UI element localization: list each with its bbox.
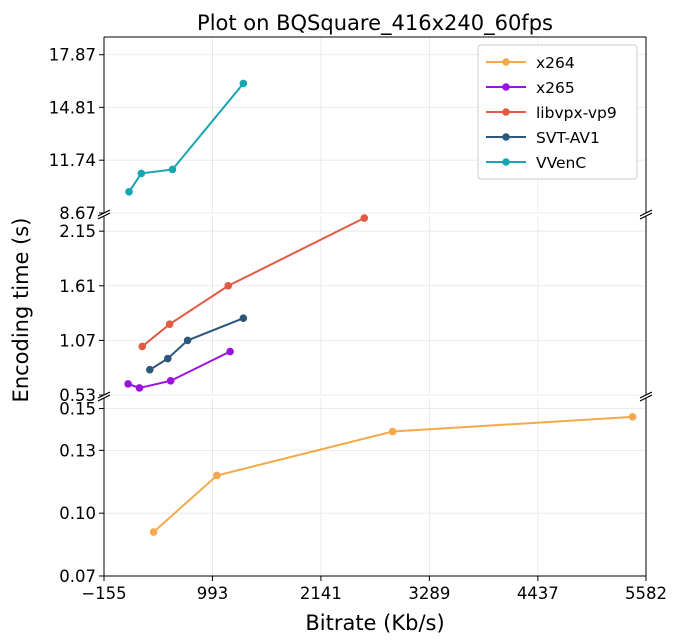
panel-top: 8.67 11.74 14.81 17.87	[49, 36, 647, 223]
y-tick-label: 0.15	[59, 399, 96, 418]
data-point	[226, 347, 234, 356]
grid-middle	[103, 216, 647, 396]
series-line	[127, 350, 231, 389]
data-point	[124, 380, 132, 388]
series-line	[128, 82, 245, 193]
y-tick-label: 1.07	[59, 331, 96, 350]
legend-swatch-marker	[502, 133, 510, 141]
y-tick-label: 11.74	[49, 151, 96, 170]
legend-entry: SVT-AV1	[486, 129, 600, 147]
y-tick-label: 14.81	[49, 98, 96, 117]
legend-entry: x265	[486, 79, 575, 97]
break-mark	[97, 394, 111, 402]
legend-label: VVenC	[536, 154, 586, 172]
legend-label: SVT-AV1	[536, 129, 600, 147]
break-mark	[639, 209, 653, 217]
x-tick-label: 2141	[300, 584, 342, 603]
break-mark	[639, 212, 653, 220]
legend-swatch-marker	[502, 108, 510, 116]
data-point	[213, 471, 221, 480]
y-tick-label: 2.15	[59, 222, 96, 241]
legend-swatch-marker	[502, 58, 510, 66]
x-tick-label: 993	[197, 584, 229, 603]
legend: x264 x265 libvpx-vp9 SVT-AV1 VVenC	[477, 44, 638, 180]
data-point	[135, 384, 144, 392]
break-mark	[639, 394, 653, 402]
legend-swatch-marker	[502, 158, 510, 166]
legend-label: libvpx-vp9	[536, 104, 617, 122]
y-tick-label: 1.61	[59, 277, 96, 296]
y-axis-label: Encoding time (s)	[9, 218, 33, 403]
y-tick-label: 0.07	[59, 567, 96, 586]
break-mark	[639, 391, 653, 399]
series-x265	[124, 347, 234, 392]
x-axis: −155 993 2141 3289 4437 5582	[81, 576, 667, 603]
y-tick-label: 8.67	[59, 204, 96, 223]
data-point	[125, 188, 133, 196]
y-tick-label: 0.13	[59, 441, 96, 460]
data-point	[360, 214, 369, 222]
data-point	[137, 169, 146, 178]
legend-frame	[477, 44, 638, 180]
y-tick-label: 0.10	[59, 504, 96, 523]
data-point	[149, 528, 158, 536]
legend-swatch-marker	[502, 83, 510, 91]
x-tick-label: 3289	[408, 584, 450, 603]
data-point	[163, 354, 172, 363]
x-tick-label: −155	[81, 584, 126, 603]
data-point	[165, 320, 174, 329]
plot-panels: 8.6711.7414.8117.870.531.071.612.150.070…	[49, 36, 647, 586]
legend-entry: x264	[486, 54, 575, 72]
grid-bottom	[103, 398, 647, 577]
data-point	[146, 365, 154, 374]
x-tick-label: 4437	[517, 584, 559, 603]
legend-entry: VVenC	[486, 154, 586, 172]
data-point	[168, 165, 177, 174]
legend-label: x264	[536, 54, 575, 72]
axis-break-marks	[97, 209, 653, 402]
series-line	[149, 317, 244, 371]
break-mark	[97, 209, 111, 217]
data-point	[138, 342, 147, 351]
series-vvenc	[125, 79, 248, 196]
break-mark	[97, 212, 111, 220]
data-point	[388, 427, 397, 436]
legend-entry: libvpx-vp9	[486, 104, 617, 122]
data-point	[183, 336, 192, 345]
series-svt-av1	[146, 314, 248, 374]
data-point	[166, 377, 175, 385]
legend-label: x265	[536, 79, 575, 97]
x-axis-label: Bitrate (Kb/s)	[305, 611, 444, 635]
panel-middle: 0.53 1.07 1.61 2.15	[59, 216, 647, 405]
data-point	[239, 314, 248, 322]
series-x264	[149, 413, 637, 536]
x-tick-label: 5582	[625, 584, 667, 603]
data-point	[239, 79, 248, 88]
series-line	[141, 217, 365, 348]
data-point	[628, 413, 637, 421]
break-mark	[97, 391, 111, 399]
panel-bottom: 0.07 0.10 0.13 0.15	[59, 398, 647, 586]
data-point	[224, 281, 233, 290]
series-line	[152, 415, 633, 533]
series-libvpx-vp9	[138, 214, 369, 351]
chart-title: Plot on BQSquare_416x240_60fps	[197, 11, 553, 36]
y-tick-label: 0.53	[59, 386, 96, 405]
y-tick-label: 17.87	[49, 46, 96, 65]
